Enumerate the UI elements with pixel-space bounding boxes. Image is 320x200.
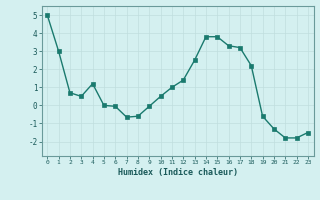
- X-axis label: Humidex (Indice chaleur): Humidex (Indice chaleur): [118, 168, 237, 177]
